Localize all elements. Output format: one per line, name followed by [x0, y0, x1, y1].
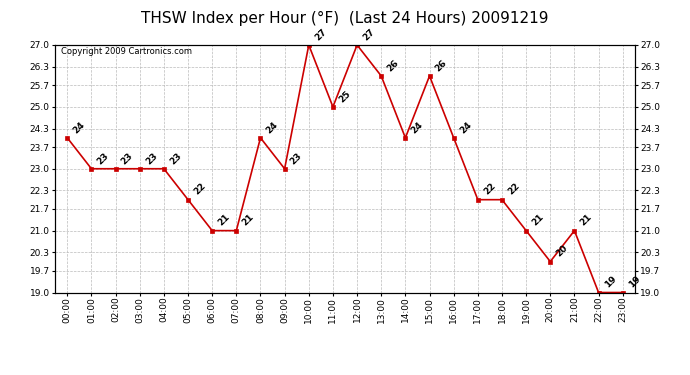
- Text: 22: 22: [193, 182, 208, 197]
- Text: 21: 21: [579, 213, 594, 228]
- Text: Copyright 2009 Cartronics.com: Copyright 2009 Cartronics.com: [61, 48, 192, 57]
- Text: 24: 24: [458, 120, 473, 135]
- Text: 25: 25: [337, 89, 353, 104]
- Text: 24: 24: [265, 120, 280, 135]
- Text: 23: 23: [120, 151, 135, 166]
- Text: 27: 27: [362, 27, 377, 42]
- Text: 19: 19: [603, 274, 618, 290]
- Text: 23: 23: [168, 151, 184, 166]
- Text: 22: 22: [506, 182, 522, 197]
- Text: 26: 26: [386, 58, 401, 73]
- Text: 20: 20: [555, 244, 569, 259]
- Text: 21: 21: [217, 213, 232, 228]
- Text: 23: 23: [96, 151, 111, 166]
- Text: 21: 21: [241, 213, 256, 228]
- Text: THSW Index per Hour (°F)  (Last 24 Hours) 20091219: THSW Index per Hour (°F) (Last 24 Hours)…: [141, 11, 549, 26]
- Text: 24: 24: [72, 120, 87, 135]
- Text: 27: 27: [313, 27, 328, 42]
- Text: 23: 23: [289, 151, 304, 166]
- Text: 24: 24: [410, 120, 425, 135]
- Text: 23: 23: [144, 151, 159, 166]
- Text: 22: 22: [482, 182, 497, 197]
- Text: 26: 26: [434, 58, 449, 73]
- Text: 19: 19: [627, 274, 642, 290]
- Text: 21: 21: [531, 213, 546, 228]
